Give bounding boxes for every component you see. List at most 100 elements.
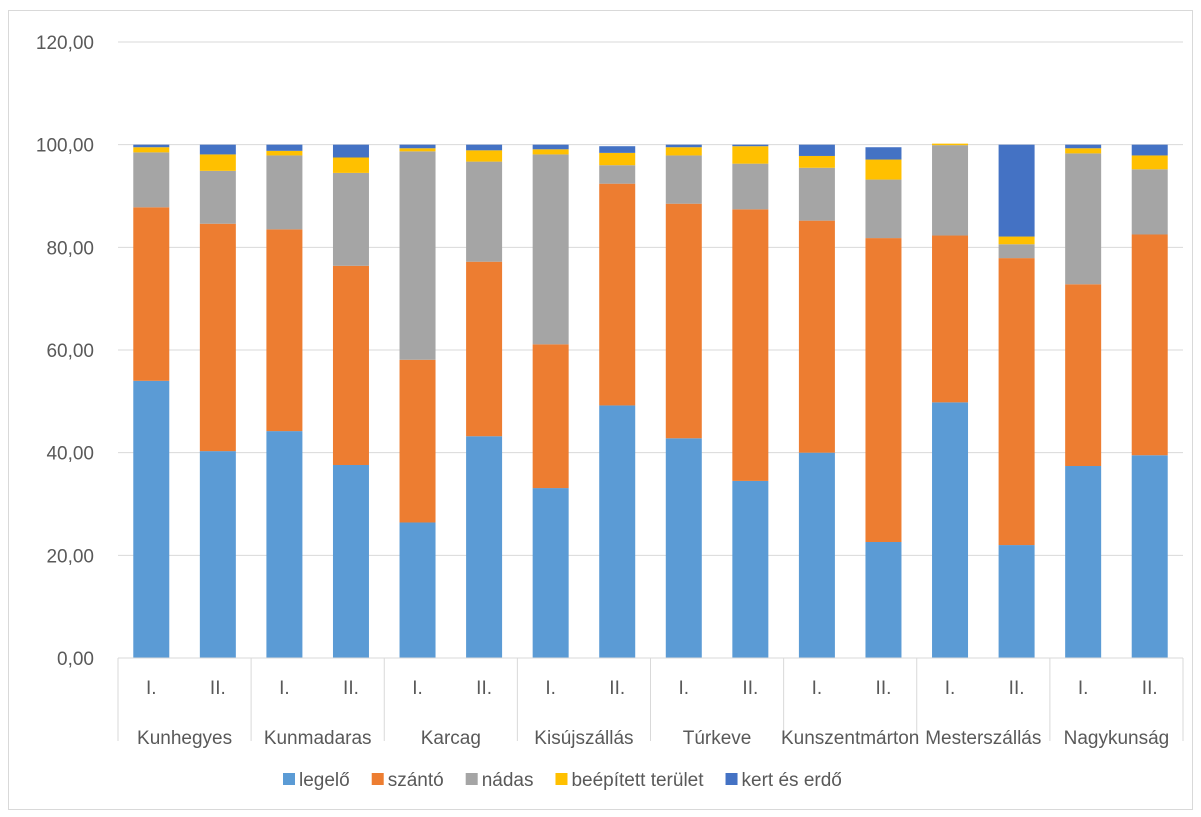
bar-segment-1 (865, 238, 902, 542)
bar-segment-4 (665, 144, 702, 148)
x-sub-label: II. (1009, 678, 1025, 699)
x-sub-label: I. (945, 678, 956, 699)
bar-segment-4 (1131, 144, 1168, 156)
bar-segment-4 (599, 146, 636, 153)
bar-segment-1 (998, 258, 1035, 546)
x-sub-label: II. (476, 678, 492, 699)
bar-segment-0 (865, 541, 902, 658)
bar-segment-1 (399, 359, 436, 523)
bar-segment-3 (266, 150, 303, 156)
bar-segment-3 (665, 147, 702, 156)
bar-segment-3 (599, 152, 636, 166)
y-tick-label: 0,00 (57, 649, 94, 670)
legend-label-0: legelő (299, 770, 350, 791)
legend-label-1: szántó (388, 770, 444, 791)
bar-segment-3 (399, 148, 436, 152)
bar-segment-3 (199, 154, 236, 171)
y-tick-label: 60,00 (46, 341, 94, 362)
bar-segment-2 (133, 152, 170, 208)
bar-segment-3 (532, 149, 569, 155)
x-group-label: Túrkeve (683, 728, 752, 749)
x-group-label: Mesterszállás (925, 728, 1041, 749)
y-tick-label: 80,00 (46, 238, 94, 259)
bar-segment-4 (133, 144, 170, 148)
x-sub-label: II. (609, 678, 625, 699)
bar-segment-3 (1131, 155, 1168, 170)
y-tick-label: 100,00 (36, 136, 94, 157)
bar-segment-3 (798, 155, 835, 168)
bar-segment-3 (865, 159, 902, 180)
x-sub-label: I. (812, 678, 823, 699)
x-sub-label: II. (210, 678, 226, 699)
x-sub-label: II. (742, 678, 758, 699)
bar-segment-3 (133, 147, 170, 153)
x-sub-label: I. (279, 678, 290, 699)
x-sub-label: I. (545, 678, 556, 699)
x-group-label: Kunmadaras (264, 728, 372, 749)
bar-segment-0 (599, 405, 636, 658)
bar-segment-1 (332, 265, 369, 465)
y-tick-label: 20,00 (46, 546, 94, 567)
bar-segment-0 (1065, 466, 1102, 658)
y-tick-label: 120,00 (36, 33, 94, 54)
bar-segment-1 (1065, 284, 1102, 467)
bar-segment-2 (532, 154, 569, 345)
bar-segment-3 (332, 157, 369, 173)
x-sub-label: II. (1142, 678, 1158, 699)
bar-segment-4 (399, 144, 436, 149)
bar-segment-2 (798, 167, 835, 221)
bar-segment-1 (199, 223, 236, 452)
x-group-label: Karcag (421, 728, 481, 749)
bar-segment-3 (932, 143, 969, 146)
bar-segment-0 (665, 438, 702, 658)
legend-label-2: nádas (482, 770, 534, 791)
bar-segment-2 (998, 244, 1035, 259)
legend: legelő szántó nádas beépített terület kert é… (283, 770, 842, 791)
bar-segment-4 (798, 144, 835, 156)
y-axis-ticks: 0,00 20,00 40,00 60,00 80,00 100,00 120,00 (36, 33, 94, 670)
bar-segment-3 (466, 150, 503, 162)
bar-segment-1 (133, 207, 170, 381)
bar-segment-0 (266, 431, 303, 658)
legend-label-3: beépített terület (571, 770, 704, 791)
x-group-label: Nagykunság (1064, 728, 1170, 749)
bar-segment-4 (199, 144, 236, 155)
legend-swatch-3 (555, 773, 568, 785)
bar-segment-3 (732, 146, 769, 164)
bar-segment-1 (732, 209, 769, 481)
y-tick-label: 40,00 (46, 444, 94, 465)
bar-segment-4 (998, 144, 1035, 237)
legend-swatch-1 (371, 773, 384, 785)
bar-segment-1 (665, 203, 702, 439)
bar-segment-2 (932, 145, 969, 236)
bar-segment-4 (732, 144, 769, 147)
bar-segment-0 (798, 452, 835, 658)
bar-segment-2 (599, 165, 636, 184)
bar-segment-0 (998, 545, 1035, 658)
bar-segment-0 (332, 464, 369, 658)
bar-segment-1 (798, 220, 835, 453)
x-sub-label: I. (412, 678, 423, 699)
bar-segment-1 (932, 235, 969, 403)
bar-segment-2 (199, 170, 236, 224)
bar-segment-2 (266, 155, 303, 230)
bar-segment-2 (1065, 153, 1102, 285)
bar-segment-2 (865, 179, 902, 239)
x-sub-label: II. (343, 678, 359, 699)
bar-segment-2 (399, 151, 436, 360)
bar-segment-4 (532, 144, 569, 150)
bar-segment-1 (1131, 234, 1168, 456)
x-sub-label: I. (679, 678, 690, 699)
x-group-label: Kunszentmárton (781, 728, 919, 749)
bar-segment-0 (133, 380, 170, 658)
legend-swatch-0 (283, 773, 295, 785)
bars (133, 143, 1168, 658)
x-sub-label: II. (876, 678, 892, 699)
x-sub-label: I. (146, 678, 157, 699)
legend-swatch-4 (725, 773, 738, 785)
x-group-label: Kunhegyes (137, 728, 232, 749)
bar-segment-2 (332, 172, 369, 266)
bar-segment-0 (932, 402, 969, 658)
bar-segment-1 (266, 229, 303, 432)
bar-segment-2 (732, 163, 769, 210)
